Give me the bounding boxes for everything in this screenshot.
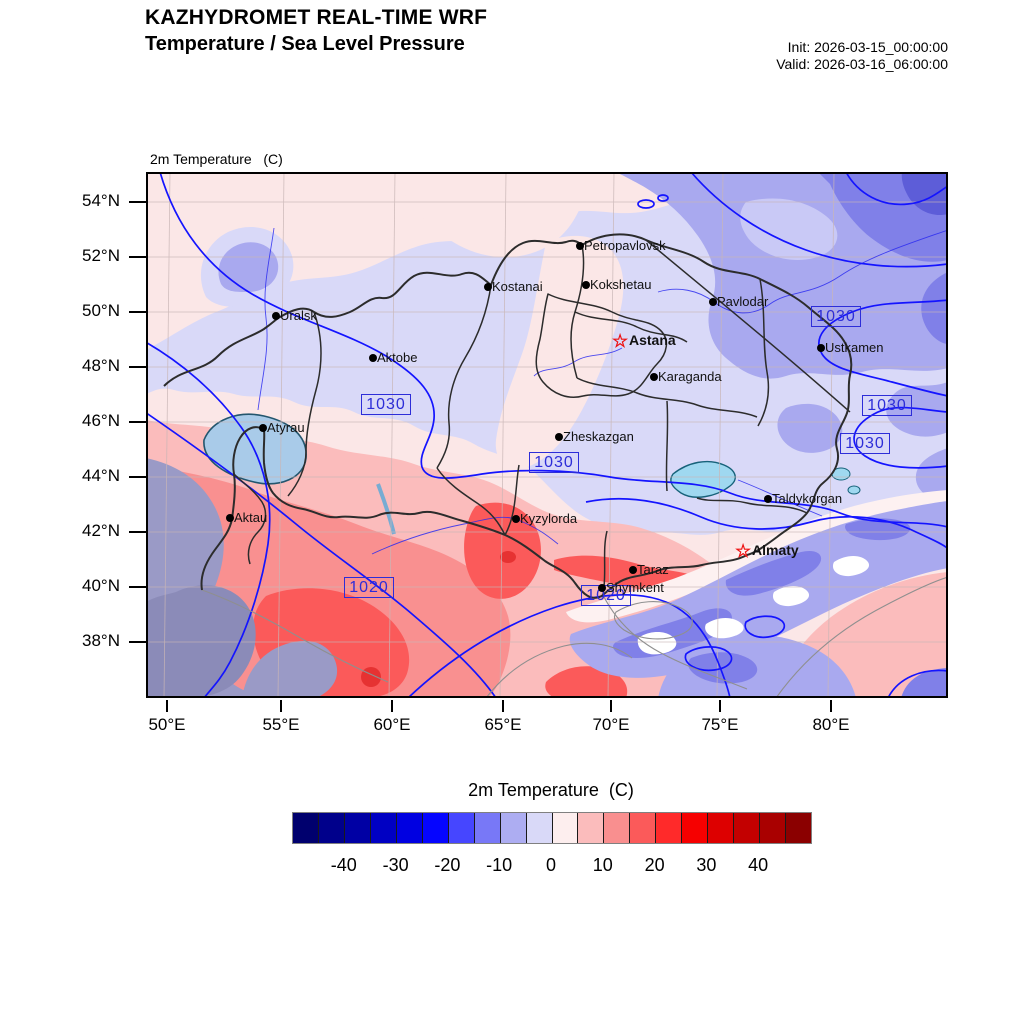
colorbar-tick-label: -30 xyxy=(382,855,409,875)
lat-axis-label: 44°N xyxy=(82,466,120,485)
region-borders xyxy=(163,233,853,599)
colorbar-tick-label: -40 xyxy=(330,855,357,875)
forecast-map: 1030 1030 1020 1020 1030 1030 1030 Petropavlov… xyxy=(146,172,948,698)
colorbar-swatch xyxy=(344,813,371,843)
lat-axis-tick xyxy=(129,256,146,258)
colorbar-swatch xyxy=(578,813,605,843)
colorbar-title: 2m Temperature (C) xyxy=(468,780,634,800)
lon-axis-tick xyxy=(166,700,168,712)
colorbar-swatch xyxy=(552,813,579,843)
page-subtitle: Temperature / Sea Level Pressure xyxy=(145,33,465,55)
lon-axis-label: 75°E xyxy=(701,715,739,734)
lat-axis-tick xyxy=(129,531,146,533)
colorbar-tick-label: -10 xyxy=(486,855,513,875)
lat-axis-label: 46°N xyxy=(82,411,120,430)
lon-axis-tick xyxy=(719,700,721,712)
lon-axis-label: 55°E xyxy=(262,715,300,734)
map-frame xyxy=(146,172,948,698)
lon-axis-label: 50°E xyxy=(148,715,186,734)
colorbar-swatch xyxy=(293,813,319,843)
colorbar-swatch xyxy=(318,813,345,843)
map-graphic xyxy=(146,172,948,698)
init-time: Init: 2026-03-15_00:00:00 xyxy=(787,39,948,55)
graticule xyxy=(146,172,948,698)
lat-axis-tick xyxy=(129,476,146,478)
lat-axis-tick xyxy=(129,421,146,423)
colorbar-swatch xyxy=(422,813,449,843)
lat-axis-label: 40°N xyxy=(82,576,120,595)
colorbar-swatch xyxy=(370,813,397,843)
colorbar-swatch xyxy=(604,813,631,843)
lat-axis-label: 52°N xyxy=(82,246,120,265)
colorbar-swatch xyxy=(682,813,709,843)
colorbar-tick-label: 40 xyxy=(748,855,769,875)
colorbar-swatch xyxy=(734,813,761,843)
lat-axis-label: 48°N xyxy=(82,356,120,375)
colorbar-swatch xyxy=(786,813,812,843)
colorbar-tick-label: 20 xyxy=(644,855,665,875)
page-title: KAZHYDROMET REAL-TIME WRF xyxy=(145,6,488,29)
lon-axis-tick xyxy=(502,700,504,712)
run-times: Init: 2026-03-15_00:00:00 Valid: 2026-03… xyxy=(648,39,948,73)
colorbar-swatch xyxy=(708,813,735,843)
rivers xyxy=(257,227,948,555)
foreign-borders xyxy=(201,576,948,698)
colorbar-tick-label: 30 xyxy=(696,855,717,875)
lon-axis-tick xyxy=(391,700,393,712)
lon-axis-tick xyxy=(610,700,612,712)
colorbar-swatch xyxy=(760,813,787,843)
lon-axis-label: 70°E xyxy=(592,715,630,734)
lat-axis-label: 50°N xyxy=(82,301,120,320)
colorbar-tick-labels: -40 -30 -20 -10 0 10 20 30 40 xyxy=(0,855,1024,879)
colorbar-tick-label: 10 xyxy=(592,855,613,875)
colorbar-swatch xyxy=(630,813,657,843)
colorbar-swatch xyxy=(656,813,683,843)
lat-axis-tick xyxy=(129,201,146,203)
lon-axis-tick xyxy=(830,700,832,712)
colorbar-tick-label: 0 xyxy=(545,855,556,875)
lon-axis-label: 80°E xyxy=(812,715,850,734)
colorbar-swatch xyxy=(474,813,501,843)
colorbar-swatch xyxy=(526,813,553,843)
water-bodies xyxy=(146,413,861,698)
colorbar-swatch xyxy=(500,813,527,843)
lat-axis-tick xyxy=(129,311,146,313)
colorbar-swatch xyxy=(448,813,475,843)
lon-axis-label: 65°E xyxy=(484,715,522,734)
lon-axis-label: 60°E xyxy=(373,715,411,734)
colorbar xyxy=(292,812,812,844)
lat-axis-tick xyxy=(129,586,146,588)
lon-axis-tick xyxy=(280,700,282,712)
colorbar-tick-label: -20 xyxy=(434,855,461,875)
lat-axis-label: 38°N xyxy=(82,631,120,650)
lat-axis-tick xyxy=(129,641,146,643)
valid-time: Valid: 2026-03-16_06:00:00 xyxy=(776,56,948,72)
colorbar-swatch xyxy=(396,813,423,843)
temperature-field-label: 2m Temperature (C) xyxy=(150,151,283,167)
lat-axis-tick xyxy=(129,366,146,368)
lat-axis-label: 42°N xyxy=(82,521,120,540)
lat-axis-label: 54°N xyxy=(82,191,120,210)
